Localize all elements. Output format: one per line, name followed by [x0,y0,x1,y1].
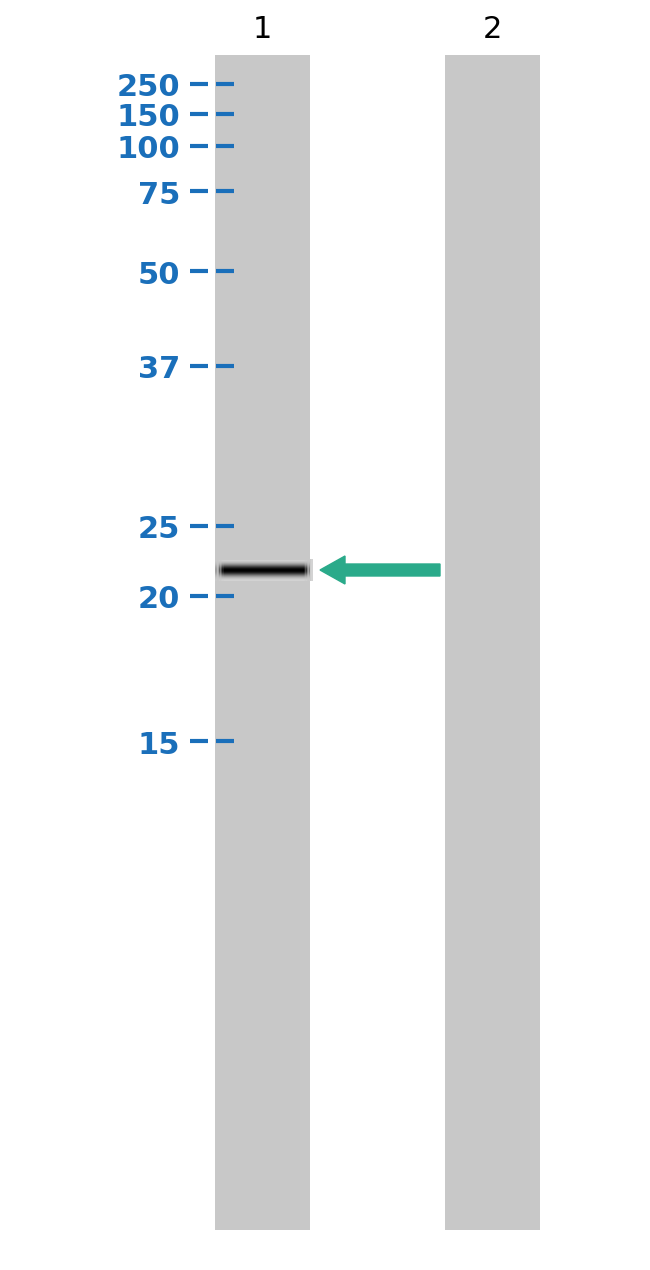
Text: 25: 25 [138,516,180,545]
Bar [305,559,307,580]
Bar [307,559,309,580]
FancyArrow shape [320,556,440,584]
Text: 75: 75 [138,180,180,210]
Text: 50: 50 [138,260,180,290]
Text: 250: 250 [116,74,180,103]
Bar [215,55,310,1231]
Bar [310,559,313,580]
Bar [445,55,540,1231]
Bar [218,559,221,580]
Bar [308,559,311,580]
Bar [216,559,219,580]
Text: 2: 2 [482,15,502,44]
Text: 15: 15 [138,730,180,759]
Bar [215,559,218,580]
Text: 37: 37 [138,356,180,385]
Text: 1: 1 [252,15,272,44]
Text: 150: 150 [116,103,180,132]
Bar [222,559,224,580]
Text: 20: 20 [138,585,180,615]
Bar [304,559,306,580]
Bar [220,559,222,580]
Text: 100: 100 [116,136,180,165]
